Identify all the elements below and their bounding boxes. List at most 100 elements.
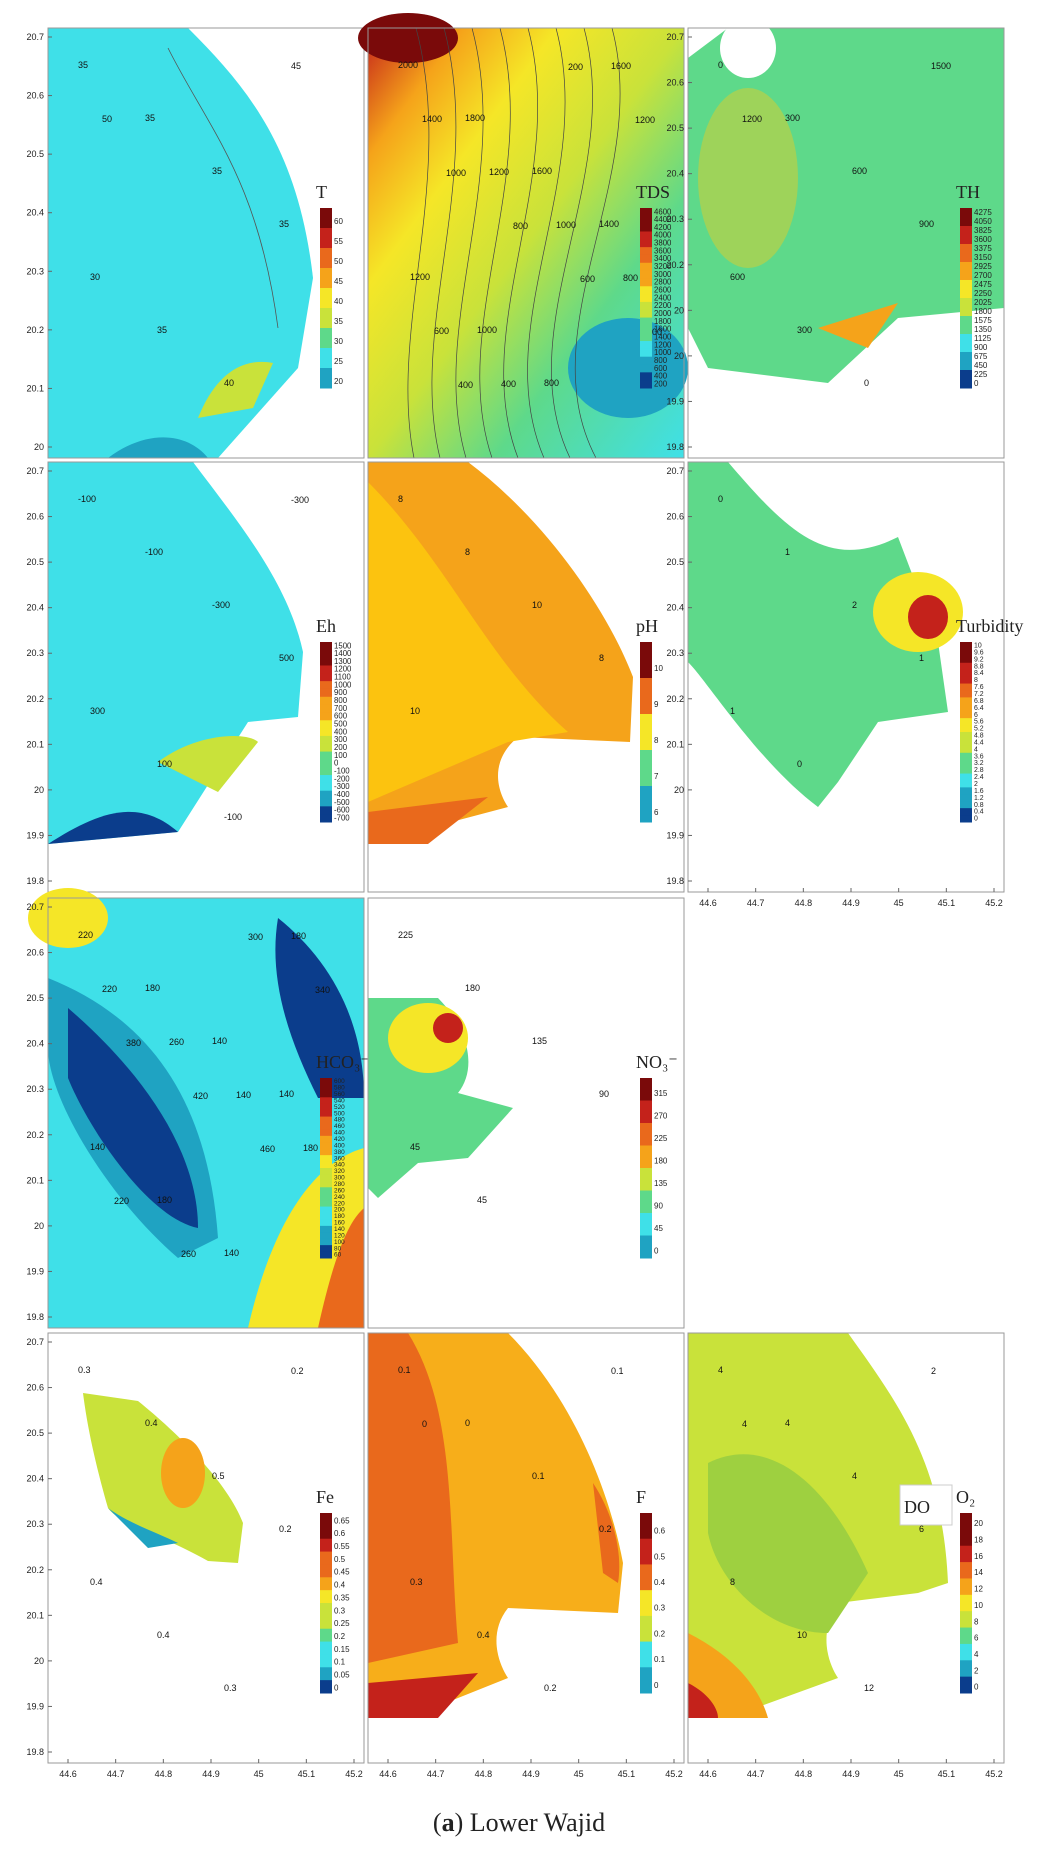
- legend-tick: 2700: [974, 271, 992, 280]
- panel-th: 0 300 600 900 600 300 0 1500 1200 427540503825360…: [666, 18, 1005, 459]
- legend-tick: 450: [974, 361, 988, 370]
- legend-tick: 260: [334, 1187, 345, 1194]
- legend-swatch: [320, 1110, 332, 1118]
- y-tick-label: 20.5: [666, 557, 684, 567]
- legend-title: Eh: [316, 616, 336, 636]
- legend-swatch: [640, 215, 652, 225]
- legend-tick: 0.3: [334, 1606, 346, 1615]
- legend-tick: 9.6: [974, 649, 984, 656]
- legend-swatch: [960, 289, 972, 299]
- contour-label: 6: [919, 1524, 924, 1534]
- contour-label: 0.2: [599, 1524, 612, 1534]
- legend-swatch: [960, 244, 972, 254]
- y-tick-label: 20: [34, 785, 44, 795]
- legend-swatch: [960, 235, 972, 245]
- contour-label: 600: [730, 272, 745, 282]
- legend-swatch: [320, 1590, 332, 1604]
- legend-swatch: [320, 728, 332, 737]
- legend-swatch: [320, 1538, 332, 1553]
- legend-swatch: [320, 1577, 332, 1591]
- legend-tick: 8.8: [974, 663, 984, 670]
- legend-tick: 12: [974, 1585, 983, 1594]
- contour-label: 4: [852, 1471, 857, 1481]
- legend-swatch: [640, 286, 652, 295]
- y-tick-label: 20.6: [26, 948, 44, 958]
- x-tick-label: 44.9: [522, 1769, 540, 1779]
- legend-swatch: [640, 364, 652, 373]
- x-tick-label: 45.2: [985, 1769, 1003, 1779]
- mid-zone: [368, 482, 568, 802]
- contour-label: 140: [224, 1248, 239, 1258]
- warm-patch: [198, 361, 273, 418]
- y-tick-label: 20.2: [26, 1130, 44, 1140]
- contour-label: 1400: [599, 219, 619, 229]
- legend-tick: 4.4: [974, 739, 984, 746]
- contour-label: 1400: [422, 114, 442, 124]
- legend-swatch: [320, 1103, 332, 1111]
- contour-label: 600: [580, 274, 595, 284]
- legend-tick: 800: [654, 356, 668, 365]
- legend-swatch: [960, 801, 972, 809]
- contour-label: 260: [169, 1037, 184, 1047]
- panel-f: 0.1 0 0.1 0.2 0.3 0.4 0.2 0.1 0 0.6 0.5 0.4 0.3 0.2 0.…: [367, 1332, 685, 1779]
- caption-text: Lower Wajid: [469, 1808, 606, 1837]
- contour-maps-figure: 353535353035404550605550454035302520T20.…: [26, 13, 1023, 1779]
- contour-label: 1200: [742, 114, 762, 124]
- contour-label: 200: [647, 327, 662, 337]
- legend-swatch: [960, 725, 972, 733]
- contour-label: 300: [785, 113, 800, 123]
- legend-swatch: [960, 718, 972, 726]
- legend-tick: 1000: [654, 348, 672, 357]
- legend-swatch: [960, 325, 972, 335]
- legend-swatch: [960, 208, 972, 218]
- legend-swatch: [320, 1238, 332, 1246]
- legend-swatch: [960, 1676, 972, 1694]
- y-tick-label: 20.2: [666, 694, 684, 704]
- legend-title: Turbidity: [956, 616, 1023, 636]
- low-zone: [48, 811, 178, 844]
- legend-swatch: [960, 683, 972, 691]
- legend-tick: 135: [654, 1179, 668, 1188]
- contour-label: 800: [623, 273, 638, 283]
- x-tick-label: 45.1: [938, 898, 956, 908]
- legend-tick: 2000: [654, 309, 672, 318]
- legend-tick: 45: [334, 277, 343, 286]
- legend-tick: 0.5: [654, 1552, 666, 1561]
- contour-label: 1200: [635, 115, 655, 125]
- legend-swatch: [960, 217, 972, 227]
- legend-swatch: [640, 333, 652, 342]
- contour-line: [167, 47, 279, 329]
- legend-title: TDS: [636, 182, 670, 202]
- legend-tick: 0: [654, 1681, 659, 1690]
- contour-label: 4: [742, 1419, 747, 1429]
- panel-frame: [687, 461, 1005, 893]
- hot-zone: [818, 303, 898, 348]
- legend-tick: 3.6: [974, 753, 984, 760]
- legend-swatch: [960, 361, 972, 371]
- legend-swatch: [320, 806, 332, 815]
- y-tick-label: 19.8: [26, 1747, 44, 1757]
- high-zone-left: [368, 1333, 458, 1663]
- contour-label: 10: [532, 600, 542, 610]
- legend-swatch: [320, 649, 332, 659]
- panel-frame: [367, 1332, 685, 1764]
- legend-swatch: [960, 370, 972, 380]
- legend-tick: 600: [334, 1078, 345, 1085]
- legend-swatch: [640, 208, 652, 217]
- legend-swatch: [640, 247, 652, 256]
- legend-tick: 225: [974, 370, 988, 379]
- contour-label: 180: [291, 931, 306, 941]
- contour-label: 0.1: [611, 1366, 624, 1376]
- y-tick-label: 20.7: [26, 32, 44, 42]
- panel-frame: [687, 1332, 1005, 1764]
- legend-tick: 360: [334, 1155, 345, 1162]
- contour-label: 380: [126, 1038, 141, 1048]
- legend-swatch: [320, 1564, 332, 1578]
- legend-swatch: [320, 1123, 332, 1130]
- y-tick-label: 20.1: [26, 739, 44, 749]
- legend-swatch: [640, 301, 652, 311]
- contour-label: 220: [102, 984, 117, 994]
- legend-swatch: [320, 328, 332, 349]
- legend-tick: 5.6: [974, 719, 984, 726]
- legend-swatch: [640, 1641, 652, 1668]
